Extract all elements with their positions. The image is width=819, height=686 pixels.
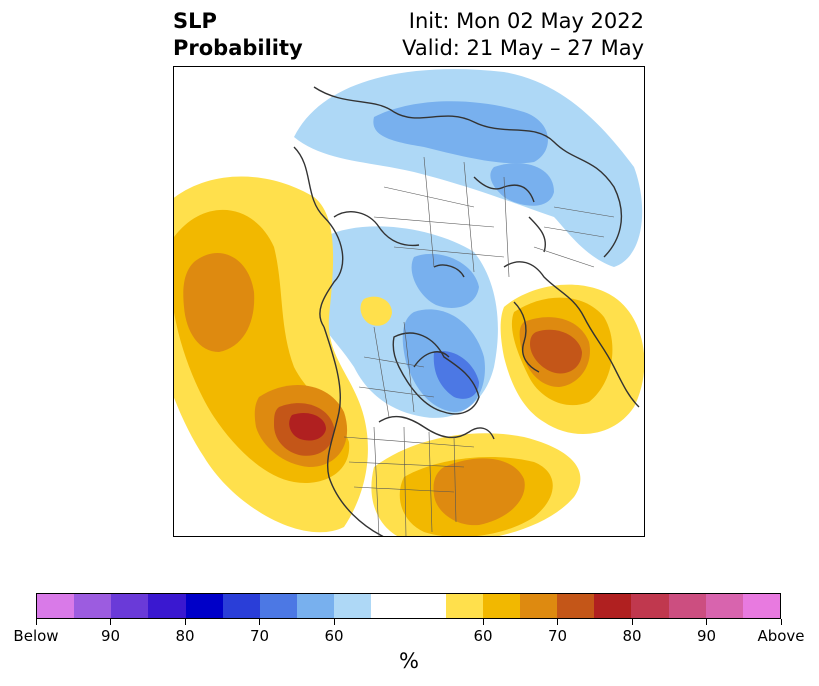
borders [343,156,615,536]
colorbar-segment [111,594,149,618]
colorbar-segment [631,594,669,618]
colorbar-tick [631,619,633,625]
colorbar-tick-label: 70 [547,627,568,645]
colorbar-unit-label: % [399,649,419,673]
colorbar-tick-label: 90 [696,627,717,645]
colorbar-tick-label: 90 [100,627,121,645]
colorbar-segment [594,594,632,618]
colorbar-tick-label: 80 [622,627,642,645]
colorbar-segment [185,594,223,618]
colorbar-segment [668,594,706,618]
colorbar-tick [780,619,782,625]
colorbar-tick [333,619,335,625]
colorbar-segment [297,594,335,618]
colorbar-segment [259,594,298,618]
below-siberia-65 [373,101,548,164]
colorbar-segment [445,594,483,618]
above-europe-75 [530,329,582,374]
colorbar-tick-label: 70 [249,627,270,645]
valid-range: Valid: 21 May – 27 May [402,36,644,60]
colorbar-segment [742,594,781,618]
map-panel [173,66,645,537]
colorbar-tick-label: Above [757,627,805,645]
colorbar-segment [148,594,186,618]
colorbar-segment [520,594,558,618]
colorbar-tick [184,619,186,625]
title-right: Init: Mon 02 May 2022 Valid: 21 May – 27… [402,8,644,62]
init-date: Init: Mon 02 May 2022 [408,9,644,33]
probability-map [174,69,644,536]
colorbar-tick [259,619,260,625]
colorbar-tick-label: Below [13,627,59,645]
above-arctic-small-55 [360,296,392,326]
colorbar-segment [557,594,595,618]
colorbar-tick-label: 80 [175,627,195,645]
colorbar-tick [706,619,707,625]
below-siberia-core-65 [411,253,479,308]
colorbar-segment [334,594,372,618]
colorbar-segment [705,594,743,618]
above-east-us-70 [433,458,525,526]
colorbar-segment [222,594,260,618]
above-west-na-80 [289,412,326,441]
colorbar-segment [37,594,75,618]
colorbar-tick-label: 60 [324,627,344,645]
title-variable: SLP [173,9,217,33]
colorbar-segment [74,594,112,618]
below-russia-65 [490,163,554,206]
colorbar-tick-label: 60 [473,627,493,645]
colorbar-segment [371,594,446,618]
colorbar-tick [482,619,484,625]
colorbar [36,593,781,619]
title-type: Probability [173,36,303,60]
title-left: SLP Probability [173,8,303,62]
above-pacific-70 [183,253,255,352]
coastlines [293,86,640,536]
colorbar-tick [35,619,37,625]
below-greenland-70 [433,351,479,399]
colorbar-segment [482,594,521,618]
colorbar-tick [557,619,558,625]
colorbar-tick [110,619,111,625]
